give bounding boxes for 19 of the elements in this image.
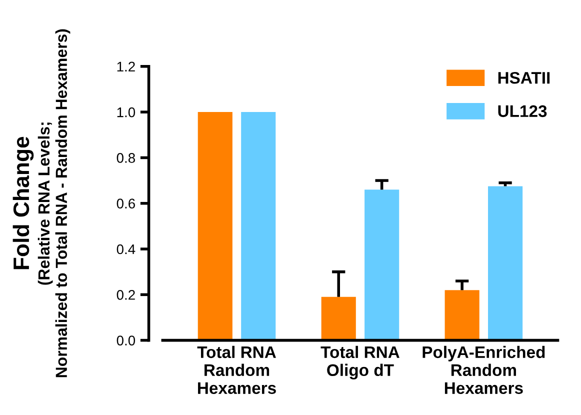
bar	[364, 190, 400, 340]
bar	[198, 112, 232, 340]
y-tick-label: 0.4	[116, 244, 136, 254]
legend-label: HSATII	[498, 72, 550, 84]
legend-label: UL123	[498, 105, 547, 118]
y-tick-label: 0.0	[116, 336, 136, 346]
y-tick-label: 0.2	[116, 290, 135, 300]
y-axis-title: Fold Change (Relative RNA Levels; Normalized to Total RNA - Random Hexamers)	[12, 29, 70, 378]
y-tick-label: 1.0	[117, 107, 136, 118]
bar	[321, 296, 356, 340]
y-tick-label: 1.2	[117, 62, 135, 72]
x-tick-label: PolyA-Enriched Random Hexamers	[422, 346, 545, 394]
x-tick-label: Total RNA Random Hexamers	[197, 346, 276, 394]
y-tick-label: 0.8	[116, 153, 135, 163]
bar	[444, 290, 480, 340]
y-tick-label: 0.6	[116, 198, 135, 209]
bar	[488, 186, 523, 340]
x-tick-label: Total RNA Oligo dT	[320, 346, 400, 380]
bar	[241, 112, 276, 340]
